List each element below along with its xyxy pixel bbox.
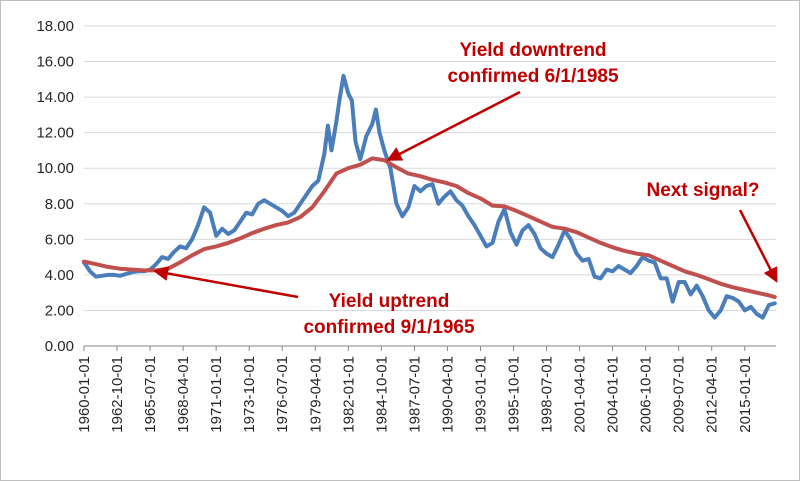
annotations: Yield downtrend confirmed 6/1/1985 Yield u… — [153, 40, 778, 338]
series-group — [82, 73, 777, 320]
annotation-line: Next signal? — [647, 180, 760, 201]
x-tick-label: 1979-04-01 — [307, 356, 324, 433]
y-tick-label: 0.00 — [45, 338, 74, 355]
x-tick-label: 2015-01-01 — [737, 356, 754, 433]
y-tick-label: 10.00 — [36, 160, 74, 177]
x-tick-label: 1973-10-01 — [241, 356, 258, 433]
yield-line — [82, 73, 777, 320]
x-tick-label: 2006-10-01 — [638, 356, 655, 433]
y-tick-label: 8.00 — [45, 196, 74, 213]
y-tick-label: 2.00 — [45, 302, 74, 319]
x-tick-label: 1993-01-01 — [472, 356, 489, 433]
y-tick-label: 6.00 — [45, 231, 74, 248]
x-tick-label: 1984-10-01 — [373, 356, 390, 433]
annotation-line: Yield uptrend — [329, 291, 450, 312]
x-tick-label: 2012-04-01 — [704, 356, 721, 433]
y-tick-label: 4.00 — [45, 267, 74, 284]
annotation-line: confirmed 9/1/1965 — [303, 317, 475, 338]
annotation-text: Next signal? — [647, 180, 760, 201]
x-tick-label: 1971-01-01 — [208, 356, 225, 433]
x-tick-label: 1976-07-01 — [274, 356, 291, 433]
x-tick-label: 1962-10-01 — [109, 356, 126, 433]
annotation-text: Yield uptrend confirmed 9/1/1965 — [303, 291, 475, 338]
annotation-arrow — [153, 266, 299, 299]
x-tick-label: 1960-01-01 — [76, 356, 93, 433]
x-tick-label: 1965-07-01 — [142, 356, 159, 433]
x-tick-label: 2001-04-01 — [572, 356, 589, 433]
y-axis-ticks: 0.00 2.00 4.00 6.00 8.00 10.00 12.00 14.00 16.00… — [36, 18, 74, 355]
x-tick-label: 1987-07-01 — [406, 356, 423, 433]
x-tick-label: 2004-01-01 — [605, 356, 622, 433]
annotation-line: Yield downtrend — [459, 40, 606, 61]
moving-average-line — [82, 156, 777, 300]
gridlines — [84, 25, 776, 311]
y-tick-label: 18.00 — [36, 18, 74, 35]
y-tick-label: 12.00 — [36, 125, 74, 142]
x-tick-label: 2009-07-01 — [671, 356, 688, 433]
y-tick-label: 14.00 — [36, 89, 74, 106]
x-tick-label: 1990-04-01 — [439, 356, 456, 433]
annotation-arrow — [738, 209, 778, 283]
x-axis-ticks: 1960-01-01 1962-10-01 1965-07-01 1968-04-01… — [76, 346, 754, 433]
annotation-text: Yield downtrend confirmed 6/1/1985 — [447, 40, 619, 87]
annotation-arrow — [386, 90, 521, 161]
x-tick-label: 1968-04-01 — [175, 356, 192, 433]
y-tick-label: 16.00 — [36, 54, 74, 71]
x-tick-label: 1982-01-01 — [340, 356, 357, 433]
annotation-line: confirmed 6/1/1985 — [447, 66, 619, 87]
x-tick-label: 1995-10-01 — [505, 356, 522, 433]
x-tick-label: 1998-07-01 — [539, 356, 556, 433]
